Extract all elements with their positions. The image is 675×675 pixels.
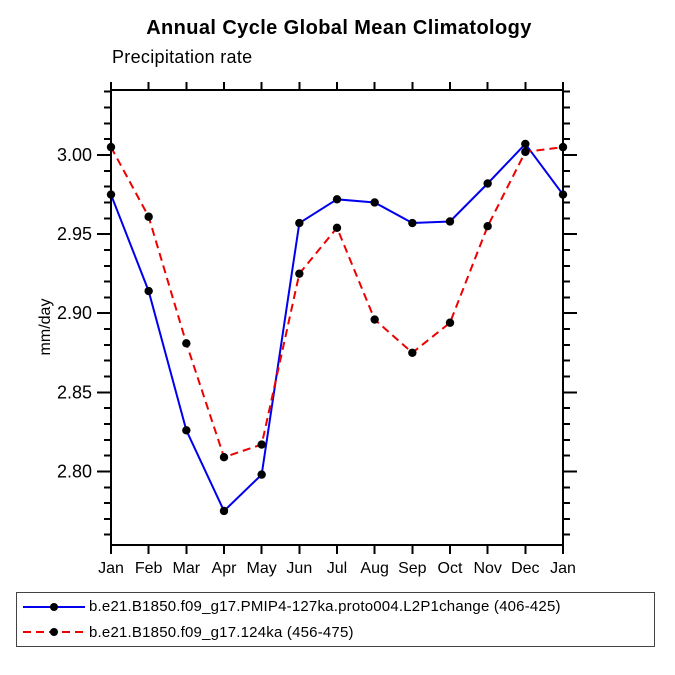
data-point-marker-s0: [370, 198, 379, 207]
x-tick-label: Jun: [286, 560, 312, 577]
data-point-marker-s0: [408, 218, 417, 228]
x-tick-label: Apr: [212, 560, 238, 577]
legend-label: b.e21.B1850.f09_g17.124ka (456-475): [89, 623, 354, 641]
y-tick-label: 2.80: [57, 461, 92, 481]
data-point-marker-s1: [370, 315, 379, 324]
data-point-marker-s1: [483, 222, 492, 231]
data-point-marker-s0: [144, 286, 153, 296]
x-tick-label: May: [247, 560, 277, 577]
data-point-marker-s0: [182, 426, 191, 435]
data-point-marker-s1: [257, 440, 266, 449]
data-point-marker-s0: [483, 179, 492, 188]
data-point-marker-s1: [219, 452, 229, 462]
x-tick-label: Dec: [511, 560, 539, 577]
data-point-marker-s0: [521, 139, 530, 149]
data-point-marker-s1: [182, 339, 191, 348]
data-point-marker-s0: [558, 190, 568, 199]
legend-sample-marker: [50, 602, 58, 611]
legend-label: b.e21.B1850.f09_g17.PMIP4-127ka.proto004…: [89, 598, 561, 616]
data-point-marker-s1: [332, 223, 342, 232]
data-point-marker-s1: [106, 142, 116, 152]
data-point-marker-s0: [219, 506, 229, 516]
x-tick-label: Aug: [360, 560, 388, 577]
data-point-marker-s0: [332, 195, 342, 204]
data-point-marker-s0: [445, 217, 455, 226]
data-point-marker-s0: [106, 190, 116, 199]
x-tick-label: Sep: [398, 560, 427, 577]
x-tick-label: Jan: [98, 560, 124, 577]
y-tick-label: 2.95: [57, 224, 92, 244]
x-tick-label: Jan: [550, 560, 576, 577]
data-point-marker-s1: [558, 142, 568, 152]
legend-row-series-0: b.e21.B1850.f09_g17.PMIP4-127ka.proto004…: [17, 594, 654, 620]
series-line-1: [110, 146, 564, 459]
chart-title: Annual Cycle Global Mean Climatology: [146, 17, 532, 39]
y-tick-label: 2.85: [57, 382, 92, 402]
legend-box: b.e21.B1850.f09_g17.PMIP4-127ka.proto004…: [16, 592, 655, 647]
data-point-marker-s1: [144, 212, 153, 221]
legend-row-series-1: b.e21.B1850.f09_g17.124ka (456-475): [17, 620, 654, 646]
legend-line-sample-red: [23, 628, 85, 637]
chart-subtitle: Precipitation rate: [112, 47, 253, 67]
x-tick-label: Mar: [173, 560, 201, 577]
data-point-marker-s1: [408, 348, 417, 357]
data-point-marker-s0: [257, 470, 266, 479]
legend-sample-marker: [50, 628, 58, 637]
data-point-marker-s1: [295, 269, 304, 278]
data-point-marker-s1: [445, 318, 455, 327]
x-tick-label: Nov: [473, 560, 501, 577]
x-tick-label: Jul: [327, 560, 347, 577]
y-tick-label: 2.90: [57, 303, 92, 323]
x-tick-label: Oct: [438, 560, 463, 577]
data-point-marker-s0: [295, 218, 304, 228]
y-tick-label: 3.00: [57, 145, 92, 165]
data-point-marker-s1: [521, 147, 530, 157]
legend-line-sample-blue: [23, 602, 85, 611]
x-tick-label: Feb: [135, 560, 163, 577]
